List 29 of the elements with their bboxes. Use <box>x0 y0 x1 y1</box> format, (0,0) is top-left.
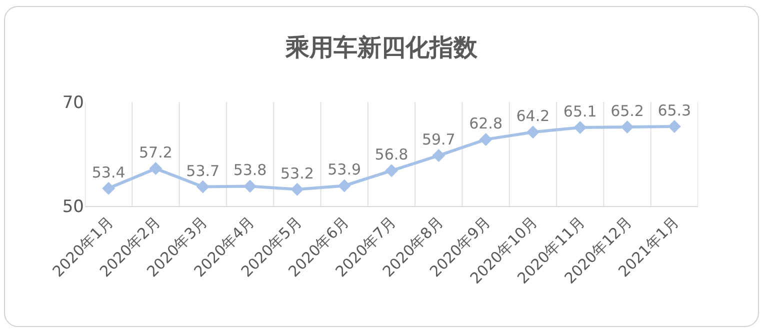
data-label: 53.2 <box>280 164 314 182</box>
point <box>574 120 587 134</box>
data-label: 62.8 <box>469 114 503 132</box>
point <box>149 162 162 176</box>
point <box>668 120 681 133</box>
y-tick-label: 70 <box>62 92 84 113</box>
data-label: 53.4 <box>92 163 126 182</box>
data-label: 59.7 <box>422 130 456 149</box>
data-label: 53.9 <box>328 160 362 179</box>
point <box>432 149 446 162</box>
data-label: 65.1 <box>563 102 597 120</box>
data-label: 64.2 <box>516 107 550 126</box>
data-label: 53.8 <box>233 161 267 180</box>
data-label: 65.2 <box>610 102 644 120</box>
point <box>338 179 351 192</box>
data-label: 56.8 <box>374 146 408 164</box>
point <box>290 182 304 196</box>
data-label: 53.7 <box>186 162 220 180</box>
point <box>526 126 540 139</box>
chart-title: 乘用车新四化指数 <box>284 34 478 62</box>
point <box>244 180 257 193</box>
point <box>196 180 210 194</box>
point <box>102 182 116 195</box>
data-label: 65.3 <box>658 101 692 120</box>
point <box>385 164 398 178</box>
point <box>479 132 492 146</box>
point <box>620 120 634 134</box>
y-tick-label: 50 <box>62 196 84 217</box>
data-label: 57.2 <box>139 144 172 162</box>
